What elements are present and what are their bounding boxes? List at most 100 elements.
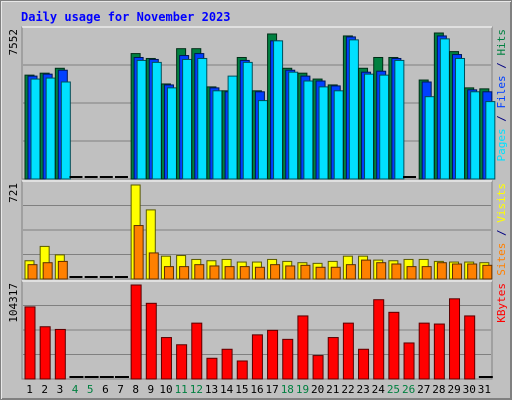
bar-kbytes-day-20	[312, 355, 324, 380]
bar-sites-day-25	[391, 263, 402, 280]
bar-pages-day-9	[151, 61, 162, 180]
x-tick-label-day-27: 27	[417, 383, 430, 396]
bar-sites-day-13	[209, 265, 220, 280]
bar-pages-day-24	[379, 74, 390, 180]
bar-pages-day-8	[136, 59, 147, 180]
x-tick-label-day-3: 3	[57, 383, 64, 396]
bar-pages-day-1	[30, 78, 41, 180]
bar-pages-day-17	[273, 40, 284, 180]
chart-title: Daily usage for November 2023	[21, 10, 231, 24]
x-axis-labels: 1 2 3 4 5 6 7 8 9 10 11 12 13 14 15 16 17 18 19 20 21 22 23 24 2…	[26, 383, 491, 396]
bar-sites-day-18	[285, 265, 296, 280]
bar-kbytes-day-22	[342, 322, 354, 380]
bar-pages-day-10	[166, 87, 177, 180]
chart-panel-3: 104317 KBytes	[7, 280, 508, 380]
legend: Pages / Files / Hits	[495, 29, 508, 162]
legend: KBytes	[495, 283, 508, 323]
bar-sites-day-31	[482, 264, 493, 280]
bar-sites-day-21	[330, 266, 341, 280]
bar-pages-day-11	[182, 58, 193, 180]
chart-panels: 7552 Pages / Files / Hits 721 Sites / Visit…	[7, 26, 508, 380]
x-tick-label-day-4: 4	[72, 383, 79, 396]
bar-kbytes-day-28	[433, 323, 445, 380]
bar-kbytes-day-8	[130, 284, 142, 380]
x-tick-label-day-10: 10	[159, 383, 172, 396]
bar-sites-day-2	[42, 262, 53, 280]
x-tick-label-day-25: 25	[387, 383, 400, 396]
x-tick-label-day-6: 6	[102, 383, 109, 396]
bar-sites-day-27	[421, 266, 432, 280]
x-tick-label-day-28: 28	[432, 383, 445, 396]
bar-sites-day-1	[27, 264, 38, 280]
bar-sites-day-22	[345, 264, 356, 280]
bar-sites-day-15	[239, 266, 250, 280]
bar-kbytes-day-10	[160, 337, 172, 380]
bar-sites-day-26	[406, 266, 417, 280]
bar-kbytes-day-12	[191, 322, 203, 380]
x-tick-label-day-21: 21	[326, 383, 339, 396]
x-tick-label-day-13: 13	[205, 383, 218, 396]
bar-kbytes-day-3	[54, 328, 66, 380]
bar-pages-day-27	[424, 96, 435, 180]
bar-sites-day-9	[148, 252, 159, 280]
x-tick-label-day-31: 31	[478, 383, 491, 396]
legend-hits: Hits	[495, 29, 508, 56]
bar-pages-day-22	[348, 39, 359, 180]
bar-pages-day-14	[227, 75, 238, 180]
bar-pages-day-2	[45, 77, 56, 180]
x-tick-label-day-5: 5	[87, 383, 94, 396]
bar-kbytes-day-23	[358, 348, 370, 380]
bar-kbytes-day-21	[327, 337, 339, 380]
legend-visits: Visits	[495, 183, 508, 223]
bar-kbytes-day-19	[297, 315, 309, 380]
x-tick-label-day-30: 30	[463, 383, 476, 396]
y-axis-max-label: 104317	[7, 283, 20, 323]
bar-sites-day-30	[467, 263, 478, 280]
x-tick-label-day-16: 16	[250, 383, 263, 396]
bar-sites-day-8	[133, 225, 144, 280]
x-tick-label-day-26: 26	[402, 383, 415, 396]
bar-pages-day-15	[242, 61, 253, 180]
bar-pages-day-21	[333, 90, 344, 180]
bar-kbytes-day-29	[449, 298, 461, 380]
bar-kbytes-day-11	[176, 344, 188, 380]
bar-sites-day-3	[57, 260, 68, 280]
bar-pages-day-16	[257, 100, 268, 180]
x-tick-label-day-20: 20	[311, 383, 324, 396]
bar-sites-day-24	[376, 262, 387, 280]
legend-sites: Sites	[495, 243, 508, 276]
bar-sites-day-12	[194, 264, 205, 280]
bar-kbytes-day-14	[221, 348, 233, 380]
bar-kbytes-day-24	[373, 299, 385, 380]
bar-pages-day-18	[288, 71, 299, 180]
x-tick-label-day-23: 23	[357, 383, 370, 396]
bar-kbytes-day-17	[267, 329, 279, 380]
x-tick-label-day-7: 7	[117, 383, 124, 396]
legend-files: Files	[495, 75, 508, 108]
bar-kbytes-day-18	[282, 338, 294, 380]
bar-kbytes-day-16	[251, 334, 263, 380]
bar-pages-day-28	[439, 38, 450, 180]
x-tick-label-day-19: 19	[296, 383, 309, 396]
bar-kbytes-day-2	[39, 326, 51, 380]
bar-pages-day-13	[212, 90, 223, 180]
x-tick-label-day-17: 17	[266, 383, 279, 396]
bar-sites-day-16	[254, 266, 265, 280]
x-tick-label-day-11: 11	[175, 383, 188, 396]
legend: Sites / Visits	[495, 183, 508, 276]
bar-kbytes-day-13	[206, 357, 218, 380]
legend-separator: /	[495, 109, 508, 129]
x-tick-label-day-22: 22	[341, 383, 354, 396]
bar-pages-day-23	[364, 73, 375, 180]
legend-kbytes: KBytes	[495, 283, 508, 323]
bar-kbytes-day-15	[236, 360, 248, 380]
y-axis-max-label: 721	[7, 183, 20, 203]
bar-sites-day-17	[270, 264, 281, 280]
chart-panel-1: 7552 Pages / Files / Hits	[7, 26, 508, 180]
x-tick-label-day-1: 1	[26, 383, 33, 396]
bar-pages-day-30	[470, 91, 481, 180]
x-tick-label-day-29: 29	[447, 383, 460, 396]
bar-kbytes-day-30	[464, 315, 476, 380]
